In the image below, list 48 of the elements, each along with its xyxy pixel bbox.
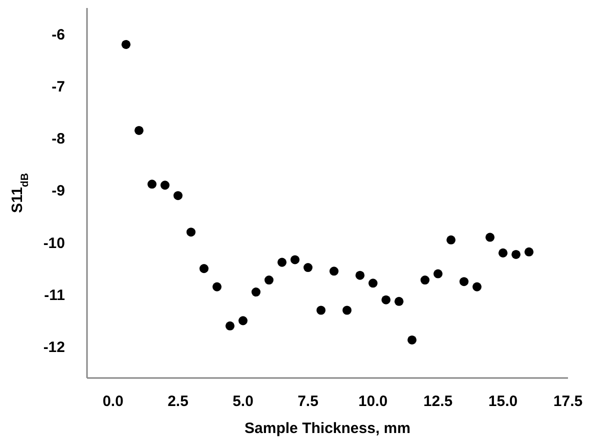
point	[264, 276, 274, 285]
point	[433, 269, 443, 278]
point	[186, 228, 196, 237]
x-tick-label: 7.5	[298, 393, 318, 410]
x-tick-label: 15.0	[488, 393, 518, 410]
y-tick-label: -7	[52, 78, 65, 96]
point	[342, 306, 352, 315]
point	[316, 306, 326, 315]
point	[238, 316, 248, 326]
point	[303, 263, 313, 272]
point	[368, 278, 378, 288]
point	[225, 321, 235, 330]
point	[485, 232, 495, 242]
point	[472, 282, 482, 292]
point	[134, 126, 144, 135]
y-tick-label: -10	[43, 234, 65, 252]
point	[524, 247, 534, 256]
point	[329, 266, 339, 276]
x-axis-title: Sample Thickness, mm	[244, 420, 410, 437]
x-tick-label: 2.5	[168, 393, 188, 410]
x-tick-label: 17.5	[553, 393, 583, 410]
point	[251, 288, 261, 297]
point	[147, 180, 157, 189]
point	[407, 335, 417, 344]
point	[173, 191, 183, 200]
point	[121, 40, 131, 49]
point	[290, 255, 300, 264]
y-tick-label: -6	[52, 26, 65, 44]
point	[160, 180, 170, 190]
point	[355, 270, 365, 280]
y-tick-label: -11	[44, 286, 65, 304]
point	[381, 295, 391, 304]
x-tick-label: 12.5	[423, 393, 453, 410]
y-tick-label: -8	[52, 130, 65, 148]
point	[394, 296, 404, 306]
point	[199, 264, 209, 274]
y-tick-label: -9	[52, 182, 65, 200]
point	[420, 276, 430, 285]
x-tick-label: 10.0	[358, 393, 388, 410]
point	[498, 248, 508, 258]
point	[459, 277, 469, 286]
point	[511, 250, 521, 259]
point	[446, 235, 456, 244]
y-tick-label: -12	[43, 338, 65, 356]
x-tick-label: 5.0	[232, 393, 254, 410]
point	[212, 282, 222, 292]
point	[277, 258, 287, 267]
x-tick-label: 0.0	[102, 393, 124, 410]
